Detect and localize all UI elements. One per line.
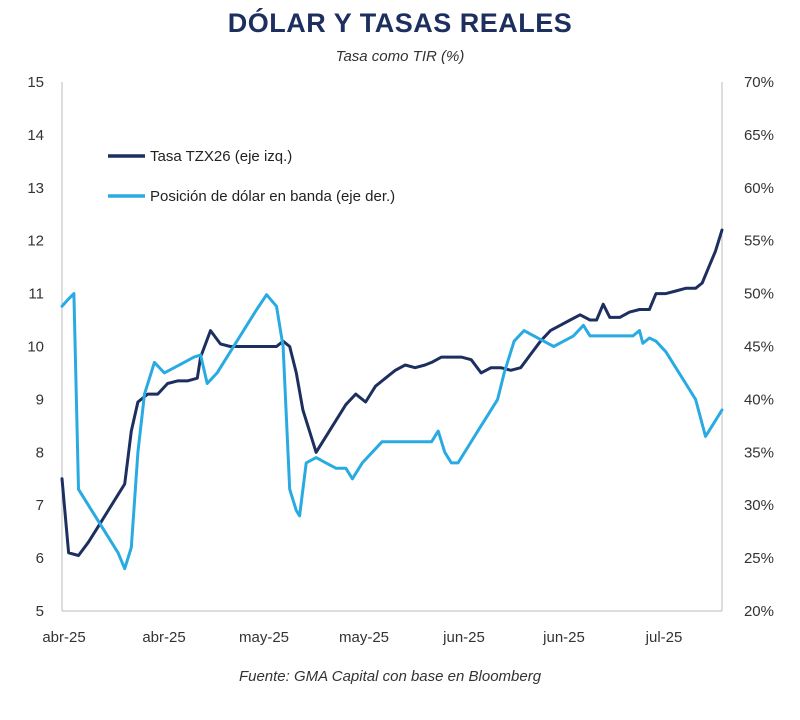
- x-tick-label: jul-25: [645, 629, 683, 646]
- chart-source: Fuente: GMA Capital con base en Bloomber…: [238, 668, 542, 685]
- y-left-tick-label: 13: [27, 180, 44, 197]
- x-tick-label: jun-25: [542, 629, 585, 646]
- y-left-tick-label: 9: [36, 391, 44, 408]
- y-right-tick-label: 45%: [744, 339, 774, 356]
- x-tick-label: abr-25: [42, 629, 85, 646]
- y-right-tick-label: 30%: [744, 497, 774, 514]
- legend-label-posicion: Posición de dólar en banda (eje der.): [150, 188, 395, 205]
- axes: 5 6 7 8 9 10 11 12 13 14 15 20% 25% 30% 35% 40% 45% 50% 55…: [27, 74, 774, 646]
- y-right-tick-label: 60%: [744, 180, 774, 197]
- y-right-tick-label: 50%: [744, 286, 774, 303]
- y-left-tick-label: 11: [28, 286, 44, 303]
- x-tick-label: may-25: [239, 629, 289, 646]
- y-left-tick-label: 10: [27, 339, 44, 356]
- y-right-tick-label: 55%: [744, 233, 774, 250]
- y-right-tick-label: 70%: [744, 74, 774, 91]
- y-right-tick-label: 35%: [744, 444, 774, 461]
- series-lines: [60, 228, 724, 571]
- legend-label-tasa: Tasa TZX26 (eje izq.): [150, 148, 292, 165]
- y-left-tick-label: 7: [36, 497, 44, 514]
- y-left-tick-label: 8: [36, 444, 44, 461]
- y-right-tick-label: 65%: [744, 127, 774, 144]
- legend: Tasa TZX26 (eje izq.) Posición de dólar …: [108, 148, 395, 205]
- y-left-tick-label: 15: [27, 74, 44, 91]
- x-tick-label: may-25: [339, 629, 389, 646]
- chart-subtitle: Tasa como TIR (%): [335, 48, 465, 65]
- y-left-tick-label: 12: [27, 233, 44, 250]
- x-tick-label: jun-25: [442, 629, 485, 646]
- x-tick-label: abr-25: [142, 629, 185, 646]
- series-line-tasa: [60, 228, 724, 557]
- chart-title: DÓLAR Y TASAS REALES: [227, 8, 573, 38]
- y-left-tick-label: 5: [36, 603, 44, 620]
- y-right-tick-label: 20%: [744, 603, 774, 620]
- series-line-posicion: [60, 292, 724, 571]
- y-left-tick-label: 14: [27, 127, 44, 144]
- y-right-tick-label: 25%: [744, 550, 774, 567]
- y-right-tick-label: 40%: [744, 391, 774, 408]
- y-left-tick-label: 6: [36, 550, 44, 567]
